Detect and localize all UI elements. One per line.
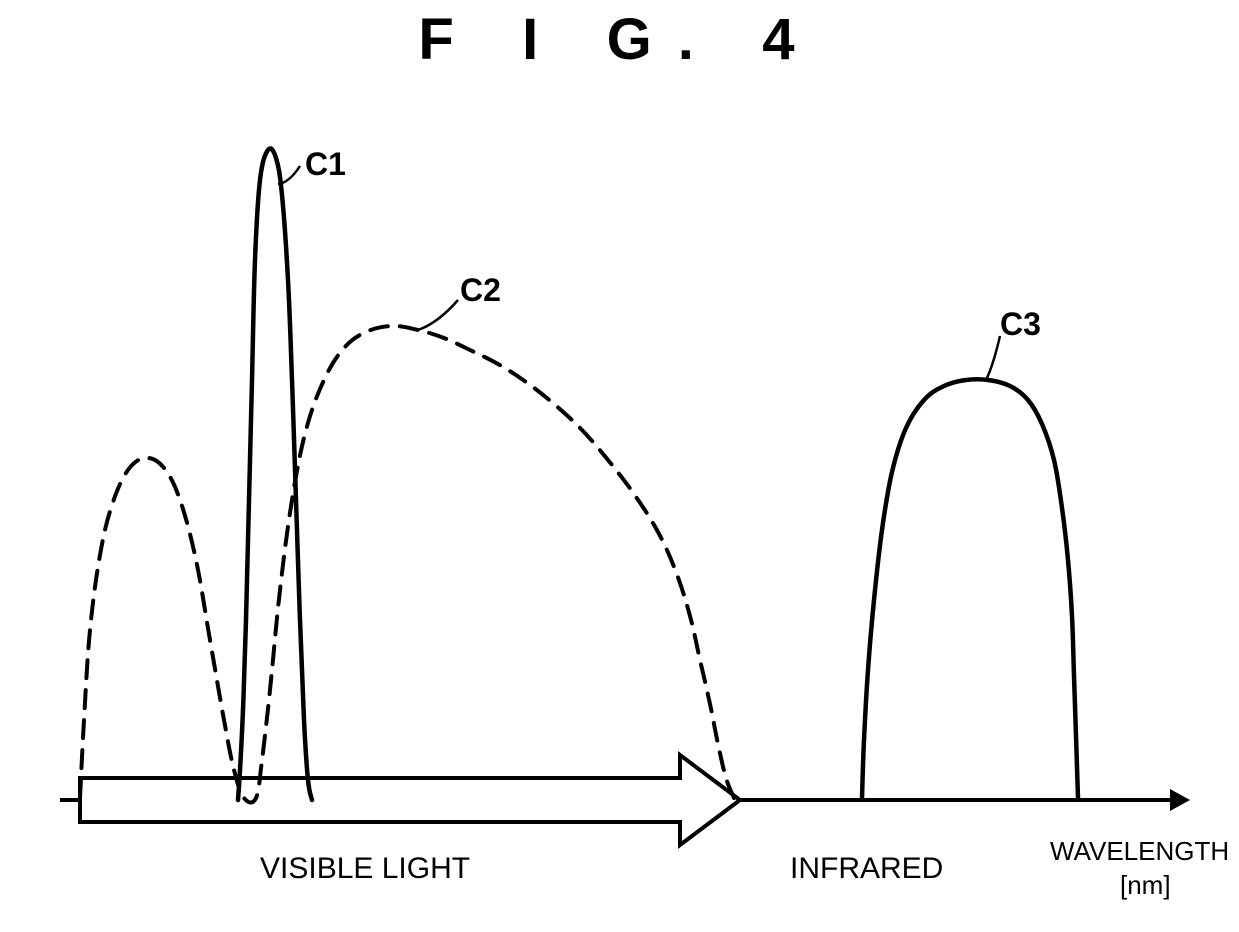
- figure-title: F I G. 4: [0, 6, 1239, 73]
- curve-label-c1: C1: [305, 146, 346, 183]
- curve-label-c3: C3: [1000, 306, 1041, 343]
- x-axis-arrowhead: [1170, 789, 1190, 811]
- axis-label-unit: [nm]: [1120, 870, 1171, 901]
- axis-label-wavelength: WAVELENGTH: [1050, 836, 1229, 867]
- figure-canvas: F I G. 4 C1 C2 C3 VISIBLE LIGHT INFRARED…: [0, 0, 1239, 932]
- axis-label-visible: VISIBLE LIGHT: [260, 852, 470, 886]
- plot-area: [0, 0, 1239, 932]
- leader-c3: [986, 336, 1000, 380]
- curve-c2: [80, 326, 734, 803]
- axis-label-infrared: INFRARED: [790, 852, 943, 886]
- curve-label-c2: C2: [460, 272, 501, 309]
- curve-c1: [238, 148, 312, 800]
- leader-c2: [418, 300, 458, 330]
- visible-range-arrow: [80, 755, 740, 845]
- curve-c3: [862, 379, 1078, 798]
